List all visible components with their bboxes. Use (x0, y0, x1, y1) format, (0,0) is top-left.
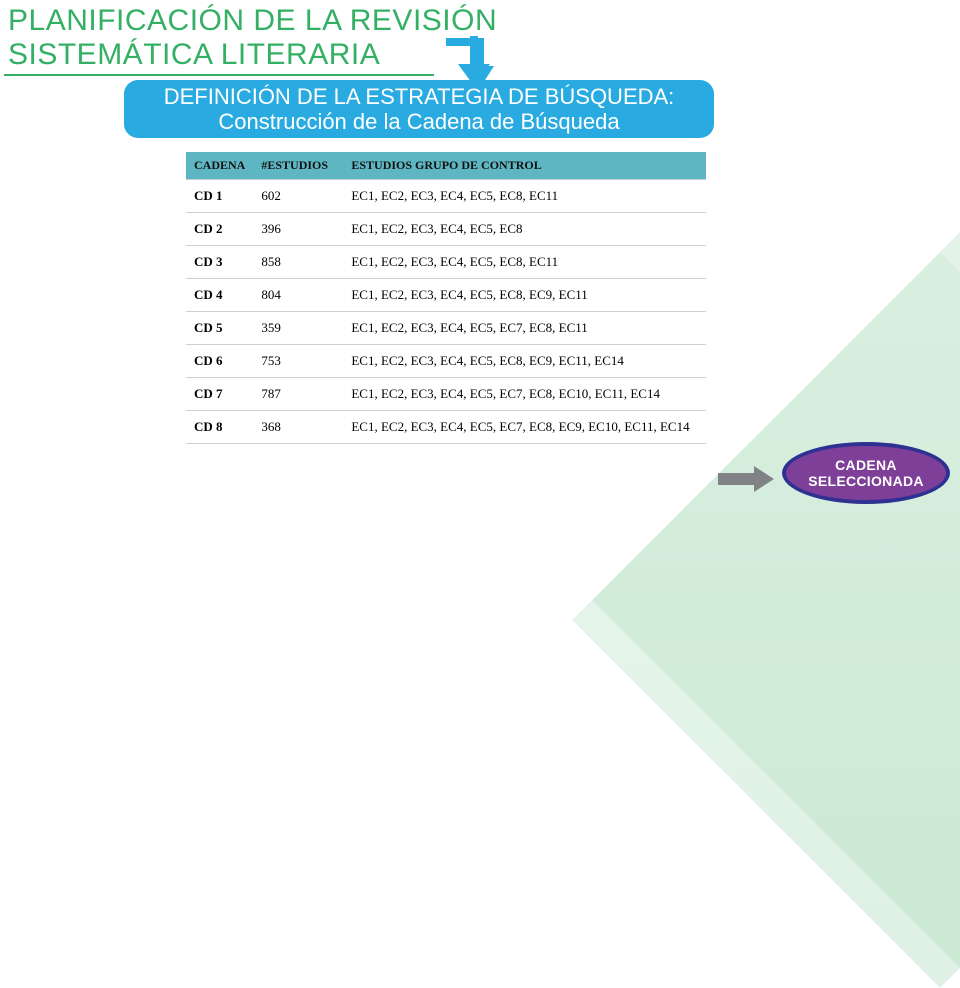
cell-cadena: CD 2 (186, 213, 253, 246)
cell-count: 858 (253, 246, 343, 279)
badge-line1: CADENA (786, 457, 946, 473)
cell-cadena: CD 4 (186, 279, 253, 312)
cell-cadena: CD 8 (186, 411, 253, 444)
selected-chain-badge: CADENA SELECCIONADA (782, 442, 950, 504)
cell-count: 753 (253, 345, 343, 378)
table-row: CD 1602EC1, EC2, EC3, EC4, EC5, EC8, EC1… (186, 180, 706, 213)
cell-control: EC1, EC2, EC3, EC4, EC5, EC8, EC9, EC11,… (343, 345, 706, 378)
table-header-row: CADENA #ESTUDIOS ESTUDIOS GRUPO DE CONTR… (186, 152, 706, 180)
col-cadena: CADENA (186, 152, 253, 180)
cell-cadena: CD 5 (186, 312, 253, 345)
cell-count: 787 (253, 378, 343, 411)
cell-control: EC1, EC2, EC3, EC4, EC5, EC7, EC8, EC10,… (343, 378, 706, 411)
slide-title-line1: PLANIFICACIÓN DE LA REVISIÓN (0, 0, 960, 38)
title-underline (4, 74, 434, 76)
table-row: CD 4804EC1, EC2, EC3, EC4, EC5, EC8, EC9… (186, 279, 706, 312)
cell-cadena: CD 3 (186, 246, 253, 279)
cell-control: EC1, EC2, EC3, EC4, EC5, EC8, EC11 (343, 246, 706, 279)
col-grupo-control: ESTUDIOS GRUPO DE CONTROL (343, 152, 706, 180)
table-row: CD 5359EC1, EC2, EC3, EC4, EC5, EC7, EC8… (186, 312, 706, 345)
table-row: CD 7787EC1, EC2, EC3, EC4, EC5, EC7, EC8… (186, 378, 706, 411)
table-row: CD 6753EC1, EC2, EC3, EC4, EC5, EC8, EC9… (186, 345, 706, 378)
table-row: CD 3858EC1, EC2, EC3, EC4, EC5, EC8, EC1… (186, 246, 706, 279)
cell-control: EC1, EC2, EC3, EC4, EC5, EC7, EC8, EC11 (343, 312, 706, 345)
cell-count: 368 (253, 411, 343, 444)
subtitle-line1: DEFINICIÓN DE LA ESTRATEGIA DE BÚSQUEDA: (124, 84, 714, 109)
cell-count: 359 (253, 312, 343, 345)
cell-cadena: CD 6 (186, 345, 253, 378)
cell-control: EC1, EC2, EC3, EC4, EC5, EC8, EC11 (343, 180, 706, 213)
cell-count: 602 (253, 180, 343, 213)
table-row: CD 8368EC1, EC2, EC3, EC4, EC5, EC7, EC8… (186, 411, 706, 444)
subtitle-pill: DEFINICIÓN DE LA ESTRATEGIA DE BÚSQUEDA:… (124, 80, 714, 138)
cell-count: 804 (253, 279, 343, 312)
cell-control: EC1, EC2, EC3, EC4, EC5, EC7, EC8, EC9, … (343, 411, 706, 444)
cell-cadena: CD 1 (186, 180, 253, 213)
search-chain-table: CADENA #ESTUDIOS ESTUDIOS GRUPO DE CONTR… (186, 152, 706, 444)
badge-line2: SELECCIONADA (786, 473, 946, 489)
cell-cadena: CD 7 (186, 378, 253, 411)
cell-control: EC1, EC2, EC3, EC4, EC5, EC8, EC9, EC11 (343, 279, 706, 312)
col-estudios: #ESTUDIOS (253, 152, 343, 180)
arrow-right-icon (718, 464, 776, 494)
cell-control: EC1, EC2, EC3, EC4, EC5, EC8 (343, 213, 706, 246)
subtitle-line2: Construcción de la Cadena de Búsqueda (124, 109, 714, 134)
table-row: CD 2396EC1, EC2, EC3, EC4, EC5, EC8 (186, 213, 706, 246)
cell-count: 396 (253, 213, 343, 246)
